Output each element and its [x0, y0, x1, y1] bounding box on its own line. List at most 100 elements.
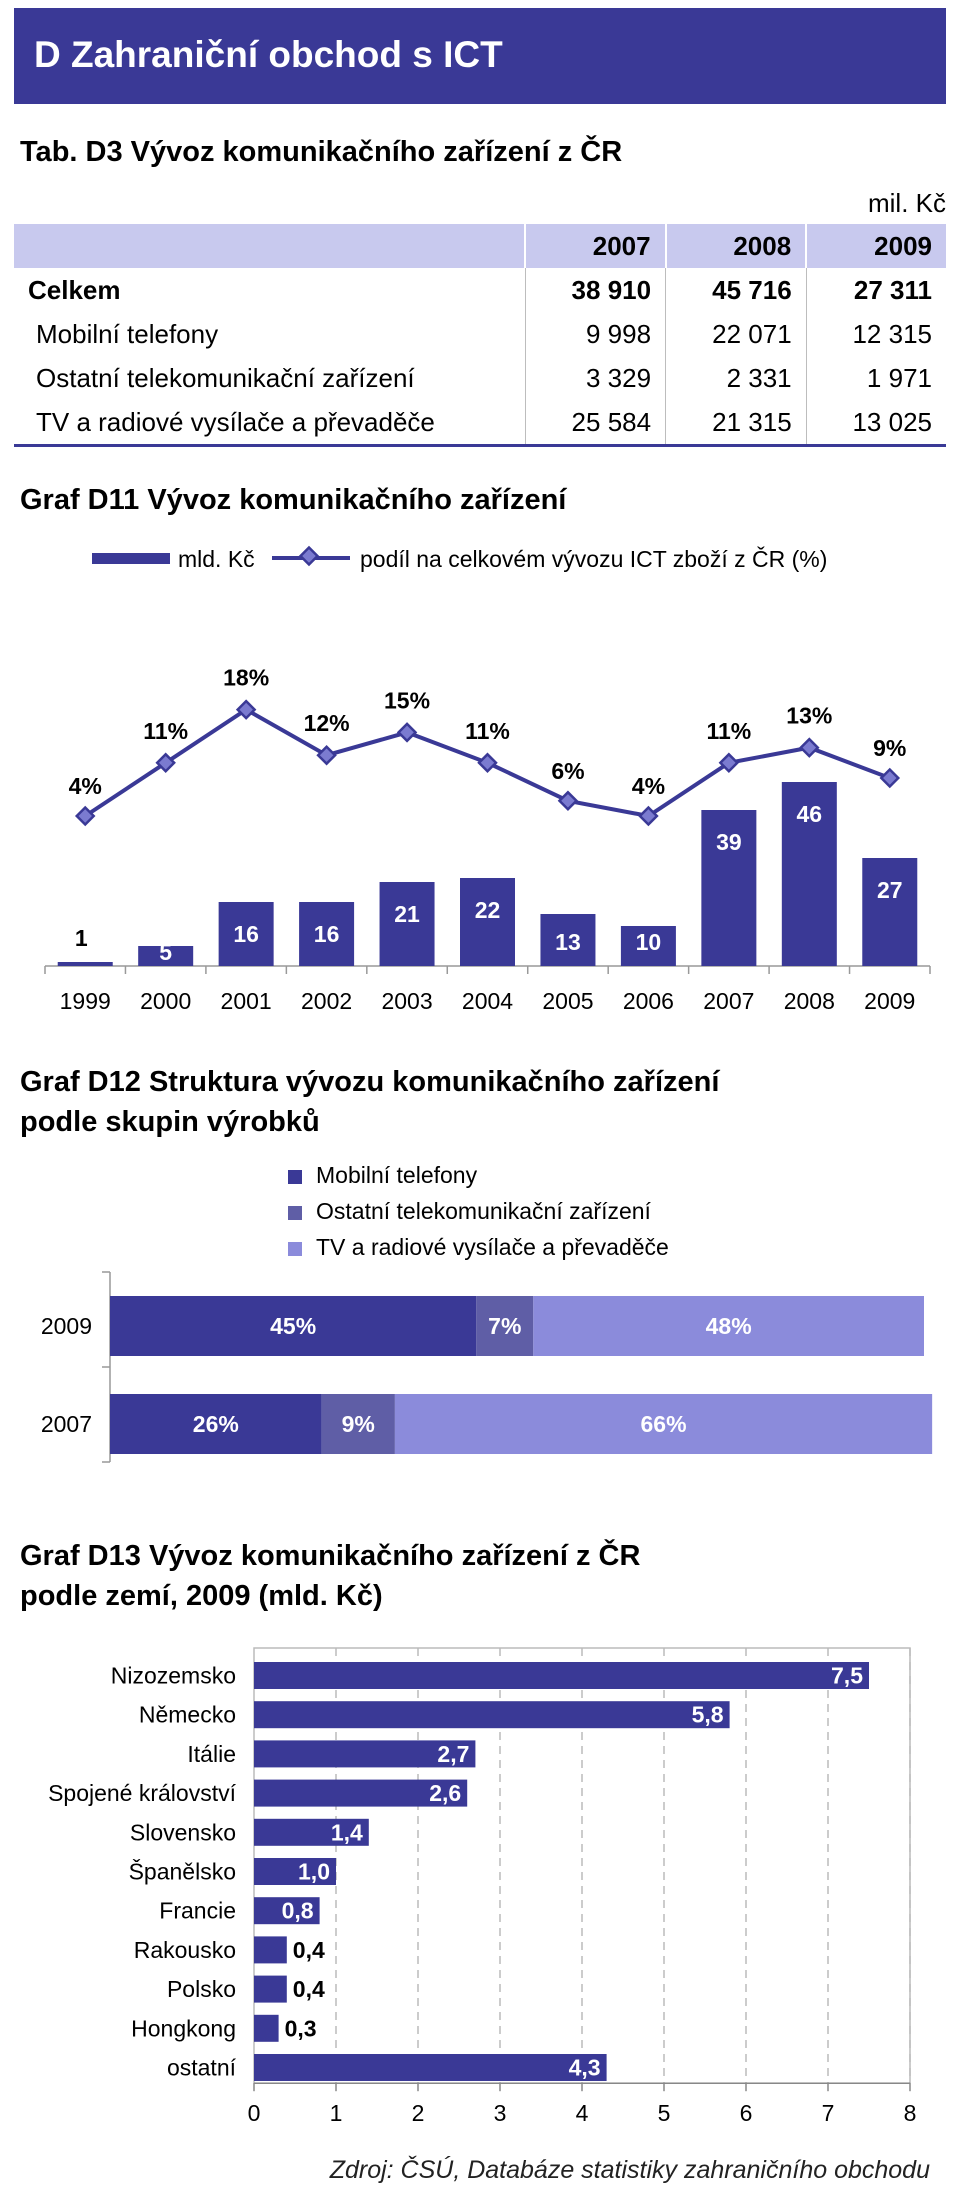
x-tick-label: 7 [822, 2100, 835, 2126]
bar [254, 1740, 476, 1768]
column-header: 2008 [664, 224, 807, 268]
table-row: Ostatní telekomunikační zařízení 3 329 2… [14, 356, 946, 400]
share-marker [799, 737, 820, 758]
bar-value-label: 39 [716, 829, 742, 855]
table-cell: 45 716 [665, 268, 807, 312]
bar-value-label: 2,7 [437, 1741, 469, 1767]
x-tick-label: 2007 [703, 988, 754, 1014]
table-cell: 21 315 [665, 400, 807, 447]
share-marker [74, 805, 96, 827]
legend-line-label: podíl na celkovém vývozu ICT zboží z ČR … [360, 545, 827, 572]
row-label: TV a radiové vysílače a převaděče [14, 400, 525, 447]
legend-swatch [288, 1170, 302, 1184]
bar-value-label: 1,4 [331, 1819, 363, 1845]
bar-value-label: 16 [314, 921, 340, 947]
chart-d13-title-line1: Graf D13 Vývoz komunikačního zařízení z … [20, 1540, 641, 1572]
bar [862, 858, 918, 966]
bar [254, 1779, 468, 1807]
chart-d11: mld. Kč podíl na celkovém vývozu ICT zbo… [44, 545, 931, 1014]
category-label: Itálie [187, 1741, 236, 1767]
chart-d11-title: Graf D11 Vývoz komunikačního zařízení [20, 484, 567, 516]
bar [254, 1975, 287, 2003]
legend-label: TV a radiové vysílače a převaděče [316, 1234, 669, 1260]
category-label: Nizozemsko [111, 1663, 236, 1689]
share-label: 6% [551, 758, 584, 784]
x-tick-label: 3 [494, 2100, 507, 2126]
share-marker [396, 722, 418, 743]
x-tick-label: 2000 [140, 988, 191, 1014]
share-label: 11% [706, 718, 751, 744]
column-header: 2007 [524, 224, 666, 268]
table-cell: 27 311 [805, 268, 946, 312]
x-tick-label: 2005 [542, 988, 593, 1014]
segment-label: 7% [488, 1313, 521, 1339]
chart-d12-title-line1: Graf D12 Struktura vývozu komunikačního … [20, 1066, 720, 1098]
section-title: D Zahraniční obchod s ICT [34, 34, 503, 75]
section-header: D Zahraniční obchod s ICT [14, 8, 946, 104]
table-cell: 13 025 [805, 400, 946, 447]
bar [138, 946, 194, 966]
export-table: 2007 2008 2009 Celkem 38 910 45 716 27 3… [14, 224, 946, 447]
legend-swatch [288, 1242, 302, 1256]
x-tick-label: 6 [740, 2100, 753, 2126]
share-label: 15% [384, 687, 430, 713]
table-row: Mobilní telefony 9 998 22 071 12 315 [14, 312, 946, 356]
bar-value-label: 13 [555, 929, 581, 955]
share-marker [155, 752, 176, 774]
segment-label: 66% [640, 1411, 686, 1437]
share-marker [638, 805, 659, 827]
bar-value-label: 10 [636, 929, 662, 955]
bar [254, 1662, 869, 1689]
table-cell: 9 998 [524, 312, 666, 356]
table-cell: 38 910 [524, 268, 666, 312]
category-label: Francie [159, 1898, 236, 1924]
bar-value-label: 22 [475, 897, 501, 923]
x-tick-label: 2009 [864, 988, 915, 1014]
segment-label: 26% [193, 1411, 239, 1437]
share-label: 4% [69, 773, 102, 799]
bar [781, 782, 837, 966]
table-row: Celkem 38 910 45 716 27 311 [14, 268, 946, 312]
stack-segment [321, 1394, 395, 1454]
chart-d12-title-line2: podle skupin výrobků [20, 1106, 320, 1138]
table-corner [14, 224, 525, 268]
x-tick-label: 2 [412, 2100, 425, 2126]
x-tick-label: 2002 [301, 988, 352, 1014]
table-header-row: 2007 2008 2009 [14, 224, 946, 268]
bar [299, 902, 355, 966]
stack-segment [533, 1296, 924, 1356]
row-label: Celkem [28, 274, 121, 305]
category-label: 2007 [41, 1411, 92, 1437]
chart-d13: 0 1 2 3 4 5 6 7 8 Nizozemsko 7,5 Německo 5,8 Itálie 2,… [48, 1647, 916, 2126]
share-marker [316, 744, 337, 766]
share-marker [477, 752, 498, 774]
bar [254, 2054, 607, 2081]
stack-segment [110, 1296, 477, 1356]
share-marker [235, 699, 257, 720]
share-label: 4% [632, 773, 665, 799]
bar-value-label: 46 [797, 801, 823, 827]
share-label: 11% [143, 718, 188, 744]
stack-segment [394, 1394, 933, 1454]
bar [254, 2014, 279, 2042]
category-label: 2009 [41, 1313, 92, 1339]
table-row: TV a radiové vysílače a převaděče 25 584… [14, 400, 946, 447]
share-label: 12% [304, 710, 350, 736]
category-label: Spojené království [48, 1780, 237, 1806]
bar [57, 962, 113, 966]
x-tick-label: 2008 [784, 988, 835, 1014]
bar [620, 926, 676, 966]
share-marker [557, 790, 579, 812]
bar-value-label: 7,5 [831, 1663, 863, 1689]
share-marker [718, 752, 740, 774]
bar [254, 1701, 730, 1729]
bar-value-label: 0,4 [293, 1937, 325, 1963]
category-label: ostatní [167, 2055, 237, 2081]
x-tick-label: 1 [330, 2100, 343, 2126]
legend-label: Mobilní telefony [316, 1162, 478, 1188]
segment-label: 48% [706, 1313, 752, 1339]
x-tick-label: 5 [658, 2100, 671, 2126]
bar [701, 810, 757, 966]
source-note: Zdroj: ČSÚ, Databáze statistiky zahranič… [329, 2156, 930, 2184]
bar [254, 1818, 369, 1846]
